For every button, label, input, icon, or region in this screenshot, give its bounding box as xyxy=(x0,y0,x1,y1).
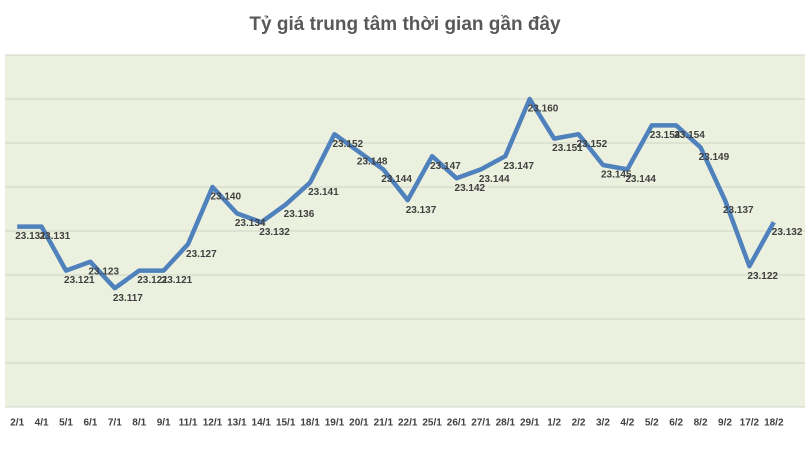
data-label: 23.134 xyxy=(235,218,266,229)
x-tick-label: 18/1 xyxy=(300,418,320,429)
chart-title: Tỷ giá trung tâm thời gian gần đây xyxy=(249,14,561,35)
x-tick-label: 26/1 xyxy=(447,418,467,429)
x-tick-label: 14/1 xyxy=(252,418,272,429)
line-series xyxy=(17,96,776,291)
x-tick-label: 20/1 xyxy=(349,418,369,429)
x-tick-label: 6/2 xyxy=(669,418,683,429)
x-tick-label: 4/1 xyxy=(35,418,49,429)
x-tick-label: 28/1 xyxy=(496,418,516,429)
data-label: 23.152 xyxy=(577,139,608,150)
x-tick-label: 6/1 xyxy=(83,418,97,429)
x-tick-label: 19/1 xyxy=(325,418,345,429)
data-label: 23.144 xyxy=(625,174,656,185)
x-tick-label: 21/1 xyxy=(374,418,394,429)
data-label: 23.127 xyxy=(186,249,217,260)
x-tick-label: 9/2 xyxy=(718,418,732,429)
data-label: 23.140 xyxy=(210,192,241,203)
x-tick-label: 13/1 xyxy=(227,418,247,429)
data-label: 23.151 xyxy=(552,143,583,154)
data-label: 23.137 xyxy=(723,205,754,216)
data-label: 23.121 xyxy=(64,275,95,286)
data-label: 23.154 xyxy=(650,130,681,141)
data-label: 23.123 xyxy=(88,266,119,277)
data-label: 23.154 xyxy=(674,130,705,141)
x-tick-label: 3/2 xyxy=(596,418,610,429)
data-label: 23.147 xyxy=(503,161,534,172)
x-tick-label: 8/2 xyxy=(694,418,708,429)
data-label: 23.147 xyxy=(430,161,461,172)
data-label: 23.131 xyxy=(40,231,71,242)
data-label: 23.122 xyxy=(747,271,778,282)
x-tick-label: 8/1 xyxy=(132,418,146,429)
x-tick-label: 15/1 xyxy=(276,418,296,429)
data-label: 23.137 xyxy=(406,205,437,216)
data-label: 23.121 xyxy=(137,275,168,286)
x-tick-label: 29/1 xyxy=(520,418,540,429)
x-tick-label: 12/1 xyxy=(203,418,223,429)
x-tick-label: 1/2 xyxy=(547,418,561,429)
x-tick-label: 4/2 xyxy=(620,418,634,429)
x-tick-label: 18/2 xyxy=(764,418,784,429)
x-tick-label: 11/1 xyxy=(179,418,198,429)
x-tick-label: 22/1 xyxy=(398,418,418,429)
data-label: 23.141 xyxy=(308,187,339,198)
x-tick-label: 2/2 xyxy=(572,418,586,429)
x-tick-label: 7/1 xyxy=(108,418,122,429)
x-tick-label: 5/2 xyxy=(645,418,659,429)
data-label: 23.142 xyxy=(455,183,486,194)
data-label: 23.145 xyxy=(601,170,632,181)
data-label: 23.149 xyxy=(699,152,730,163)
data-label: 23.132 xyxy=(259,227,290,238)
data-label: 23.121 xyxy=(162,275,193,286)
data-label: 23.160 xyxy=(528,104,559,115)
data-label: 23.131 xyxy=(15,231,46,242)
data-label: 23.136 xyxy=(284,209,315,220)
data-label: 23.144 xyxy=(479,174,510,185)
x-tick-label: 17/2 xyxy=(740,418,760,429)
x-tick-label: 25/1 xyxy=(422,418,442,429)
data-label: 23.152 xyxy=(332,139,363,150)
x-tick-label: 27/1 xyxy=(471,418,491,429)
x-tick-label: 5/1 xyxy=(59,418,73,429)
data-label: 23.132 xyxy=(772,227,803,238)
data-label: 23.144 xyxy=(381,174,412,185)
data-label: 23.148 xyxy=(357,156,388,167)
x-tick-label: 2/1 xyxy=(10,418,24,429)
data-label: 23.117 xyxy=(113,293,143,304)
x-tick-label: 9/1 xyxy=(157,418,171,429)
